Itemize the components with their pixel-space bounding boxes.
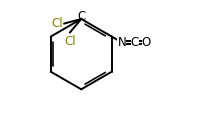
Text: Cl: Cl: [64, 35, 76, 48]
Text: N: N: [117, 36, 126, 49]
Text: C: C: [77, 10, 85, 23]
Text: O: O: [142, 36, 151, 49]
Text: Cl: Cl: [51, 17, 63, 30]
Text: C: C: [131, 36, 139, 49]
